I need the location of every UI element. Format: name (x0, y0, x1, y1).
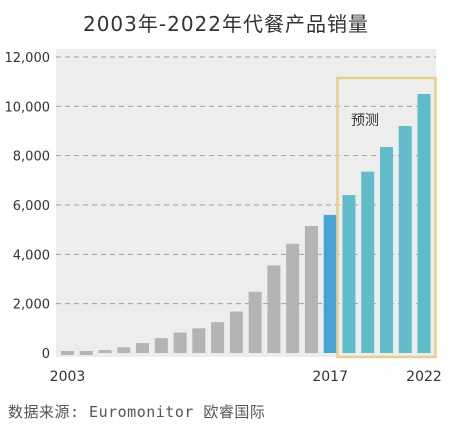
bar-2009 (173, 332, 187, 353)
bars (61, 94, 431, 355)
x-tick-label: 2003 (50, 369, 86, 385)
bar-2010 (192, 328, 206, 353)
y-tick-label: 0 (42, 347, 50, 362)
bar-2012 (229, 311, 243, 353)
bar-2015 (286, 243, 300, 353)
bar-2003 (61, 351, 74, 355)
forecast-label: 预测 (351, 113, 379, 129)
y-tick-label: 4,000 (13, 248, 50, 263)
y-tick-label: 10,000 (5, 100, 51, 115)
grid-lines (56, 56, 436, 305)
bar-2008 (154, 338, 168, 353)
bar-2011 (211, 322, 225, 353)
chart-title: 2003年-2022年代餐产品销量 (82, 12, 369, 36)
bar-2016 (304, 225, 318, 353)
bar-2021 (398, 126, 412, 353)
bar-2004 (79, 351, 93, 355)
y-tick-label: 6,000 (13, 199, 50, 214)
x-tick-label: 2017 (312, 369, 348, 385)
source-note: 数据来源: Euromonitor 欧睿国际 (8, 403, 266, 421)
forecast-box (336, 76, 437, 359)
bar-2020 (379, 147, 393, 353)
x-axis-tick-labels: 2003 2017 2022 (50, 369, 442, 385)
bar-2014 (267, 265, 281, 353)
y-tick-label: 8,000 (13, 150, 50, 165)
plot-background (56, 49, 436, 357)
y-tick-label: 2,000 (13, 298, 50, 313)
bar-2006 (117, 347, 131, 353)
bar-2017 (323, 214, 337, 353)
x-tick-label: 2022 (406, 369, 442, 385)
y-axis-tick-labels: 0 2,000 4,000 6,000 8,000 10,000 12,000 (5, 51, 51, 362)
y-tick-label: 12,000 (5, 51, 51, 66)
bar-2005 (98, 350, 112, 353)
bar-2013 (248, 291, 262, 353)
bar-2007 (136, 343, 150, 353)
bar-2018 (342, 195, 356, 353)
forecast-region: 预测 (336, 76, 437, 359)
bar-2022 (417, 94, 431, 353)
bar-2019 (361, 171, 375, 353)
